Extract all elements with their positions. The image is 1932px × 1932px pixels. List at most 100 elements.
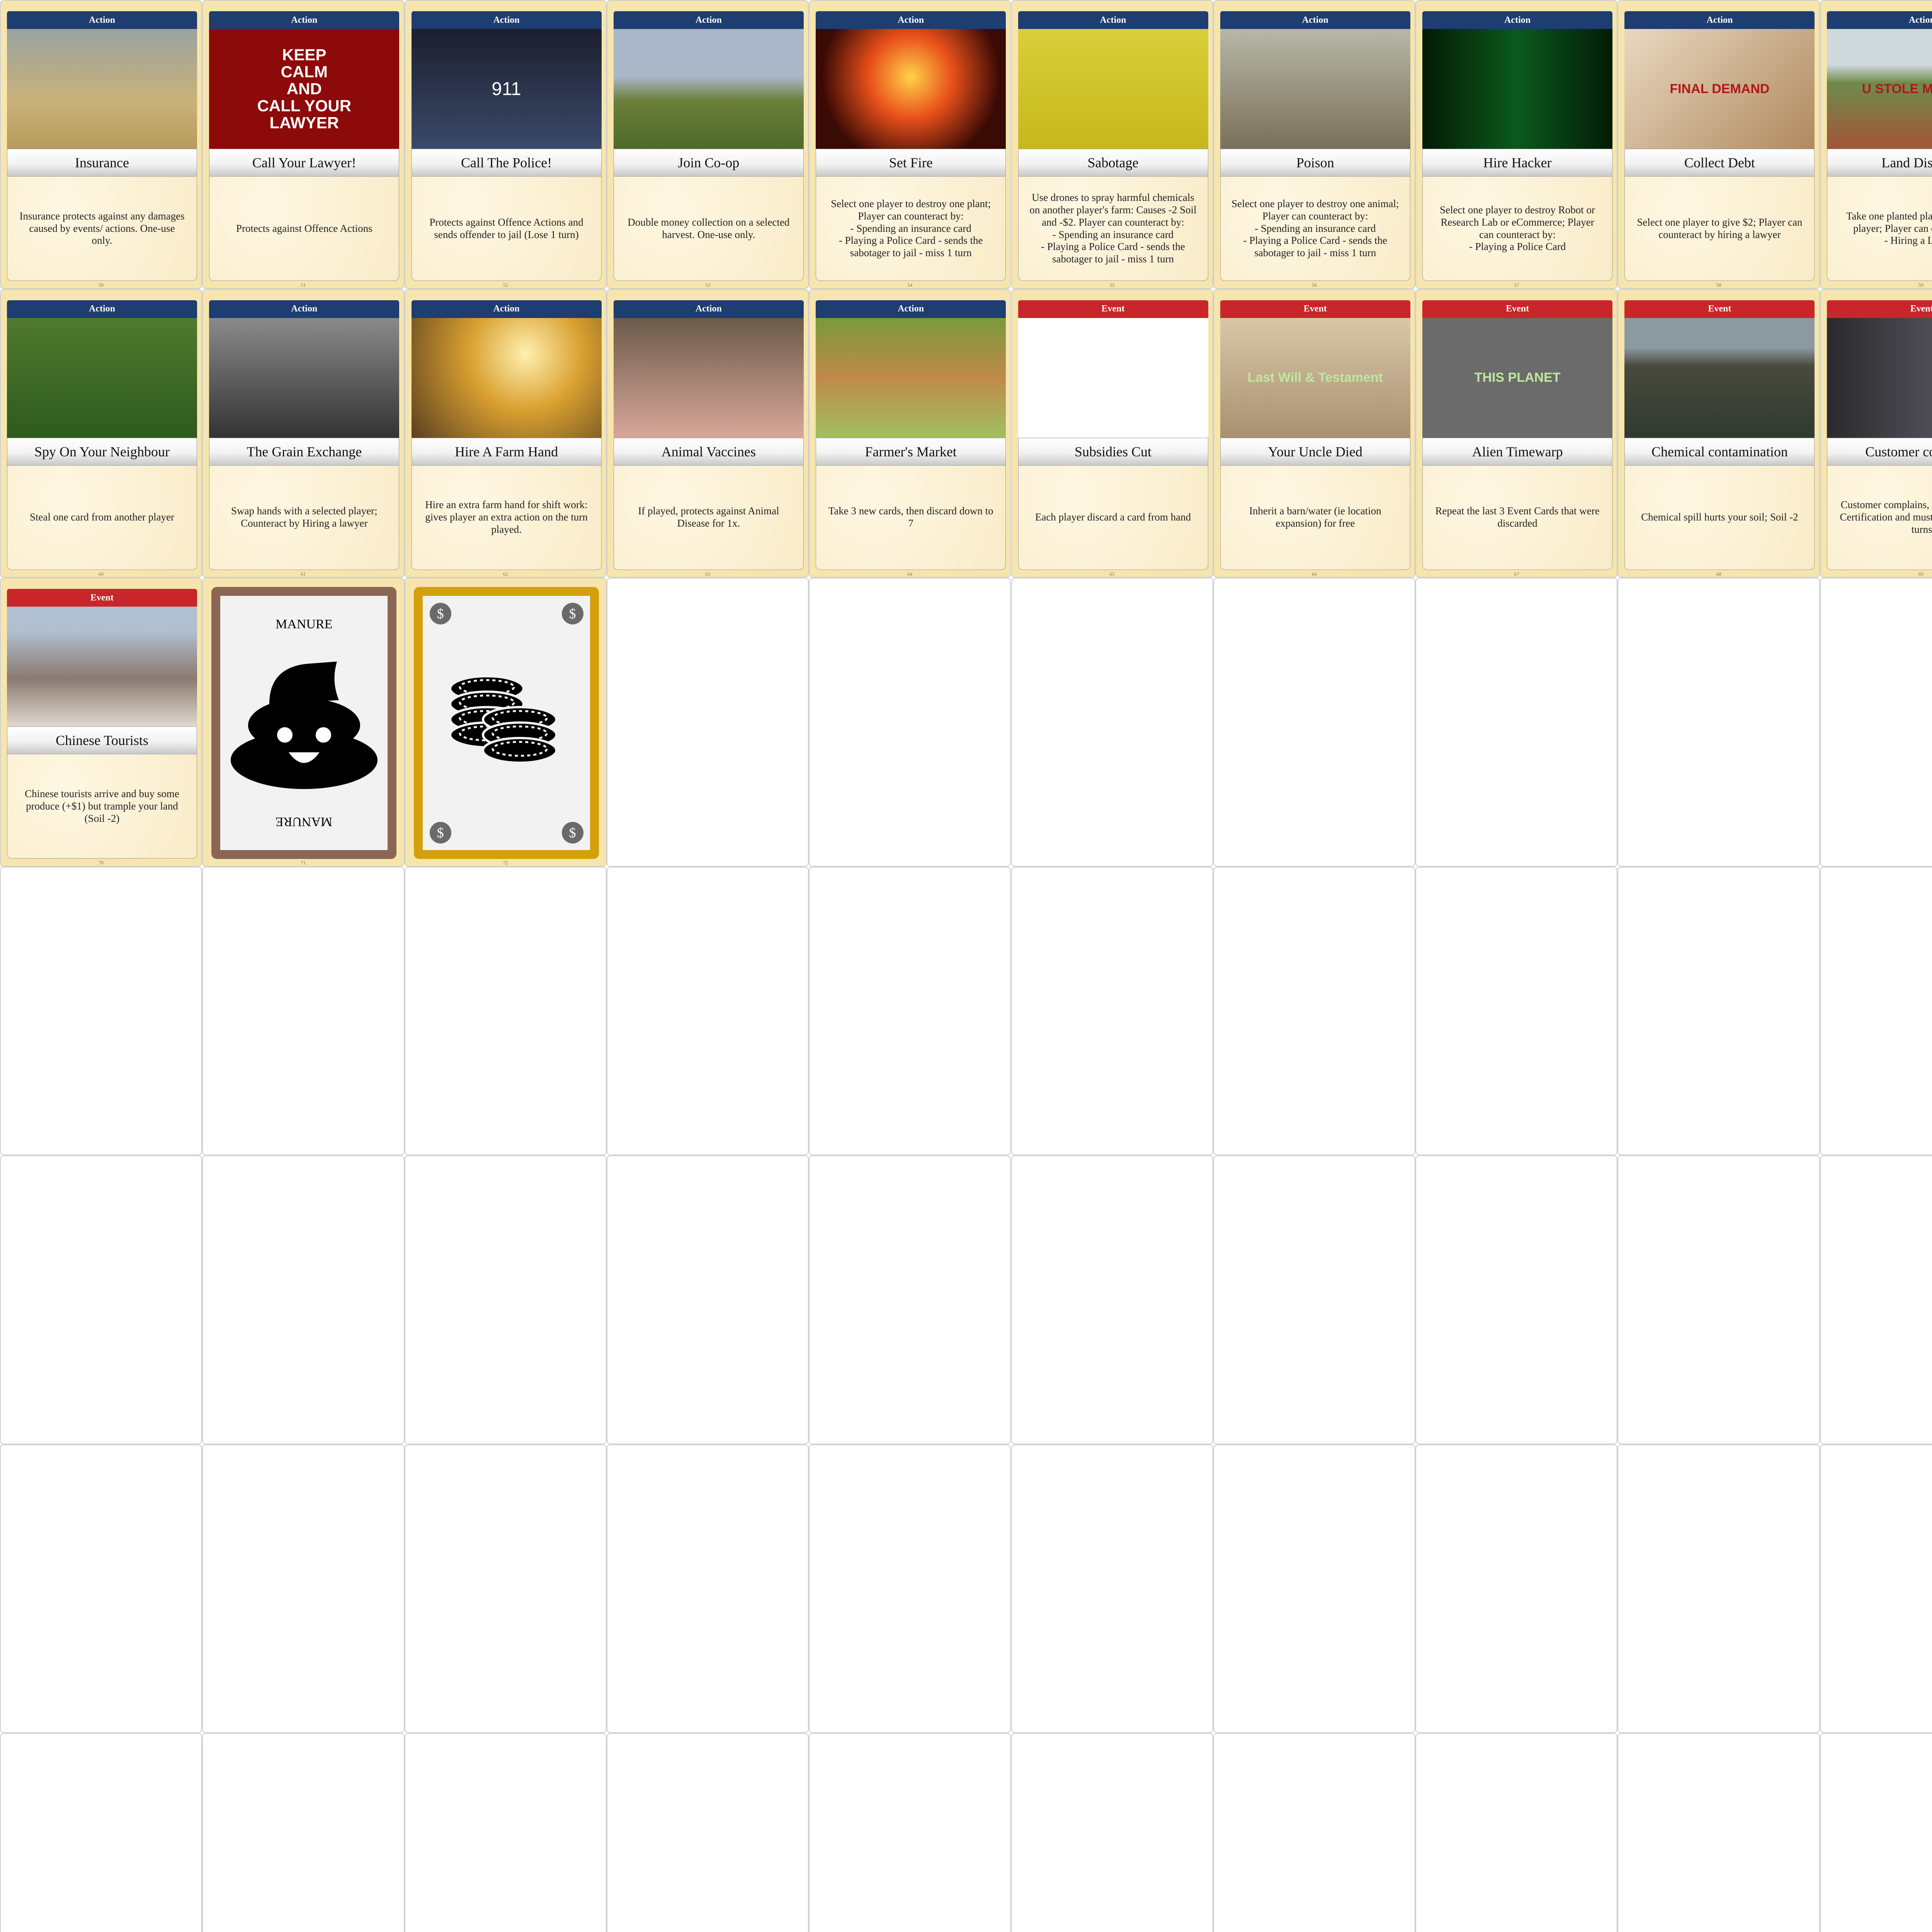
manure-label: MANURE bbox=[276, 617, 333, 632]
manure-icon bbox=[231, 662, 378, 789]
card-number: 67 bbox=[1514, 571, 1519, 577]
card-slot bbox=[1213, 578, 1416, 867]
card-type: Event bbox=[7, 589, 197, 607]
card-slot bbox=[404, 1155, 607, 1444]
card-type: Event bbox=[1827, 300, 1932, 318]
card-slot bbox=[1415, 1444, 1618, 1733]
icon-part bbox=[492, 710, 548, 726]
card-slot bbox=[1415, 1733, 1618, 1932]
card-slot bbox=[809, 1444, 1011, 1733]
card-title: Hire Hacker bbox=[1422, 149, 1613, 177]
card-type: Action bbox=[1018, 11, 1208, 29]
card-number: 65 bbox=[1109, 571, 1115, 577]
card-slot bbox=[606, 866, 809, 1156]
card-slot: Action Hire Hacker Select one player to de… bbox=[1415, 0, 1618, 289]
card-slot: Event Customer complaintCustomer complain… bbox=[1820, 289, 1932, 578]
card-slot bbox=[1617, 1444, 1820, 1733]
card-slot bbox=[1820, 866, 1932, 1156]
icon-part bbox=[277, 727, 293, 743]
card-text: Select one player to give $2; Player can… bbox=[1624, 177, 1815, 281]
card-slot bbox=[809, 866, 1011, 1156]
card-number: 72 bbox=[503, 860, 508, 866]
card-image bbox=[1220, 29, 1410, 149]
card-text: Hire an extra farm hand for shift work: … bbox=[411, 465, 602, 570]
card-slot bbox=[1820, 578, 1932, 867]
card-slot bbox=[1011, 1444, 1213, 1733]
card-image bbox=[816, 318, 1006, 438]
card-text: Protects against Offence Actions bbox=[209, 177, 400, 281]
card-slot: Action KEEP CALM AND CALL YOUR LAWYER Call… bbox=[202, 0, 405, 289]
card-image bbox=[209, 318, 400, 438]
card-text: Select one player to destroy one plant; … bbox=[816, 177, 1006, 281]
card-image bbox=[7, 607, 197, 727]
card-slot: Action Spy On Your Neighbour Steal one car… bbox=[0, 289, 202, 578]
icon-part bbox=[492, 741, 548, 757]
card-title: Call Your Lawyer! bbox=[209, 149, 400, 177]
card-title: Subsidies Cut bbox=[1018, 437, 1208, 466]
card-slot bbox=[1011, 1733, 1213, 1932]
manure-frame: MANURE MANURE bbox=[211, 587, 397, 859]
card-slot: Action Farmer's Market Take 3 new cards, t… bbox=[809, 289, 1011, 578]
card-type: Action bbox=[411, 300, 602, 318]
card-text: Select one player to destroy Robot or Re… bbox=[1422, 177, 1613, 281]
card-text: Insurance protects against any damages c… bbox=[7, 177, 197, 281]
card-slot bbox=[606, 578, 809, 867]
card-slot bbox=[1011, 866, 1213, 1156]
card-image: FINAL DEMAND bbox=[1624, 29, 1815, 149]
card-title: Chemical contamination bbox=[1624, 437, 1815, 466]
card-number: 59 bbox=[1918, 282, 1923, 288]
card-slot bbox=[404, 1733, 607, 1932]
card-text: Use drones to spray harmful chemicals on… bbox=[1018, 177, 1208, 281]
card-image: U STOLE MY LAND bbox=[1827, 29, 1932, 149]
card-slot bbox=[0, 1733, 202, 1932]
card-slot bbox=[1011, 1155, 1213, 1444]
card-text: Chinese tourists arrive and buy some pro… bbox=[7, 754, 197, 859]
card-number: 53 bbox=[705, 282, 711, 288]
card-number: 69 bbox=[1918, 571, 1923, 577]
dollar-badge: $ bbox=[429, 822, 451, 844]
card-slot: Action Join Co-op Double money collection … bbox=[606, 0, 809, 289]
card-slot: Action Set Fire Select one player to destr… bbox=[809, 0, 1011, 289]
money-face: $ $ $ $ bbox=[422, 596, 590, 850]
card-slot: Event Subsidies Cut Each player discard a … bbox=[1011, 289, 1213, 578]
card-number: 63 bbox=[705, 571, 711, 577]
card-type: Action bbox=[816, 300, 1006, 318]
image-text: THIS PLANET bbox=[1474, 370, 1561, 385]
money-frame: $ $ $ $ bbox=[413, 587, 599, 859]
card-slot bbox=[202, 1155, 405, 1444]
card-type: Event bbox=[1220, 300, 1410, 318]
card-slot: Action Poison Select one player to destroy… bbox=[1213, 0, 1416, 289]
card-title: Hire A Farm Hand bbox=[411, 437, 602, 466]
card-slot: Action 911 Call The Police! Protects agains… bbox=[404, 0, 607, 289]
card-slot bbox=[1213, 866, 1416, 1156]
card-slot: $ $ $ $ 72 bbox=[404, 578, 607, 867]
card-image: KEEP CALM AND CALL YOUR LAWYER bbox=[209, 29, 400, 149]
card-image bbox=[816, 29, 1006, 149]
card-image bbox=[1827, 318, 1932, 438]
card-slot bbox=[1213, 1444, 1416, 1733]
card-slot bbox=[809, 1155, 1011, 1444]
card-title: The Grain Exchange bbox=[209, 437, 400, 466]
card-title: Set Fire bbox=[816, 149, 1006, 177]
card-type: Action bbox=[1624, 11, 1815, 29]
card-type: Action bbox=[816, 11, 1006, 29]
card-text: Inherit a barn/water (ie location expans… bbox=[1220, 465, 1410, 570]
card-number: 54 bbox=[907, 282, 913, 288]
card-slot bbox=[1617, 866, 1820, 1156]
card-image: 911 bbox=[411, 29, 602, 149]
card-image: THIS PLANET bbox=[1422, 318, 1613, 438]
card-number: 66 bbox=[1311, 571, 1317, 577]
card-slot bbox=[1415, 578, 1618, 867]
card-type: Action bbox=[1422, 11, 1613, 29]
card-text: Take one planted plant from another play… bbox=[1827, 177, 1932, 281]
image-text: 911 bbox=[492, 78, 521, 99]
card-type: Action bbox=[7, 11, 197, 29]
card-slot bbox=[202, 1733, 405, 1932]
icon-part bbox=[459, 694, 515, 711]
card-type: Action bbox=[411, 11, 602, 29]
card-slot bbox=[606, 1155, 809, 1444]
card-title: Land Disputes bbox=[1827, 149, 1932, 177]
card-title: Join Co-op bbox=[613, 149, 804, 177]
card-title: Chinese Tourists bbox=[7, 726, 197, 755]
card-text: Customer complains, you lose Organic Cer… bbox=[1827, 465, 1932, 570]
